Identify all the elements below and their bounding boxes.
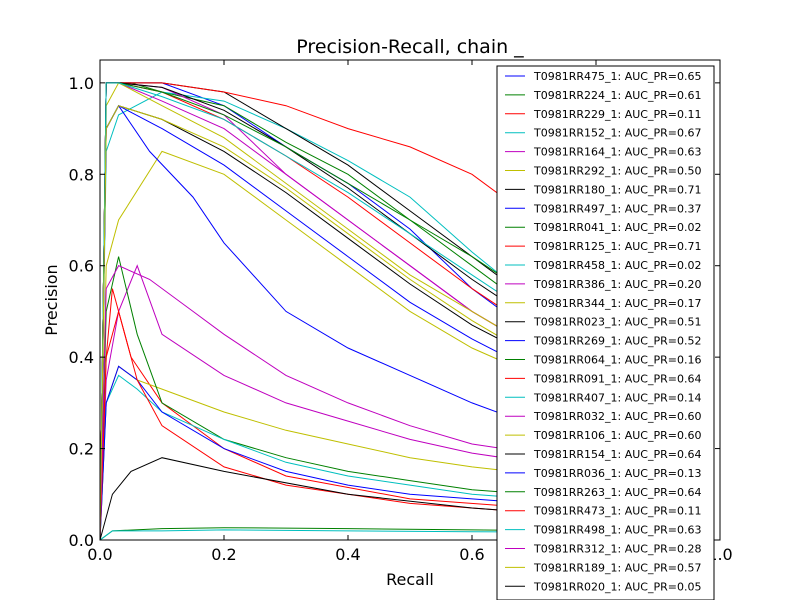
x-tick-label: 0.0 bbox=[87, 545, 112, 564]
legend-entry: T0981RR091_1: AUC_PR=0.64 bbox=[533, 372, 701, 385]
y-axis: 0.0 0.2 0.4 0.6 0.8 1.0 bbox=[69, 74, 720, 550]
x-tick-label: 0.4 bbox=[335, 545, 360, 564]
y-tick-label: 0.8 bbox=[69, 165, 94, 184]
legend-entry: T0981RR497_1: AUC_PR=0.37 bbox=[533, 202, 701, 215]
series-line bbox=[100, 150, 597, 540]
series-line bbox=[100, 365, 597, 540]
legend-entry: T0981RR032_1: AUC_PR=0.60 bbox=[533, 410, 701, 423]
legend-entry: T0981RR154_1: AUC_PR=0.64 bbox=[533, 448, 701, 461]
y-axis-label: Precision bbox=[42, 264, 61, 335]
series-line bbox=[100, 309, 597, 540]
legend-entry: T0981RR020_1: AUC_PR=0.05 bbox=[533, 580, 701, 593]
legend-entry: T0981RR152_1: AUC_PR=0.67 bbox=[533, 127, 701, 140]
y-tick-label: 1.0 bbox=[69, 74, 94, 93]
legend-entry: T0981RR125_1: AUC_PR=0.71 bbox=[533, 240, 701, 253]
legend-entry: T0981RR164_1: AUC_PR=0.63 bbox=[533, 146, 701, 159]
x-tick-label: 0.2 bbox=[211, 545, 236, 564]
series-line bbox=[100, 105, 597, 540]
legend-entry: T0981RR312_1: AUC_PR=0.28 bbox=[533, 543, 701, 556]
y-tick-label: 0.6 bbox=[69, 257, 94, 276]
series-line bbox=[100, 374, 597, 540]
legend-entry: T0981RR229_1: AUC_PR=0.11 bbox=[533, 108, 701, 121]
series-layer bbox=[100, 82, 597, 540]
legend-entry: T0981RR224_1: AUC_PR=0.61 bbox=[533, 89, 701, 102]
x-axis-label: Recall bbox=[386, 570, 434, 589]
legend-entry: T0981RR023_1: AUC_PR=0.51 bbox=[533, 316, 701, 329]
legend-entry: T0981RR263_1: AUC_PR=0.64 bbox=[533, 486, 701, 499]
legend-entry: T0981RR041_1: AUC_PR=0.02 bbox=[533, 221, 701, 234]
legend-entry: T0981RR269_1: AUC_PR=0.52 bbox=[533, 335, 701, 348]
legend-entry: T0981RR064_1: AUC_PR=0.16 bbox=[533, 354, 701, 367]
y-tick-label: 0.0 bbox=[69, 531, 94, 550]
legend-entry: T0981RR458_1: AUC_PR=0.02 bbox=[533, 259, 701, 272]
legend-entry: T0981RR189_1: AUC_PR=0.57 bbox=[533, 561, 701, 574]
series-line bbox=[100, 265, 597, 540]
plot-frame bbox=[99, 59, 721, 541]
legend-entry: T0981RR407_1: AUC_PR=0.14 bbox=[533, 391, 701, 404]
legend-entry: T0981RR180_1: AUC_PR=0.71 bbox=[533, 183, 701, 196]
legend-entry: T0981RR498_1: AUC_PR=0.63 bbox=[533, 524, 701, 537]
series-line bbox=[100, 82, 597, 540]
legend-entry: T0981RR106_1: AUC_PR=0.60 bbox=[533, 429, 701, 442]
legend-entry: T0981RR292_1: AUC_PR=0.50 bbox=[533, 165, 701, 178]
legend-entry: T0981RR473_1: AUC_PR=0.11 bbox=[533, 505, 701, 518]
series-line bbox=[100, 457, 597, 540]
chart-title: Precision-Recall, chain _ bbox=[296, 36, 524, 58]
series-line bbox=[100, 529, 597, 540]
legend: T0981RR475_1: AUC_PR=0.65 T0981RR224_1: A… bbox=[496, 65, 715, 600]
y-tick-label: 0.4 bbox=[69, 348, 94, 367]
series-line bbox=[100, 264, 597, 540]
legend-entry: T0981RR475_1: AUC_PR=0.65 bbox=[533, 70, 701, 83]
legend-entry: T0981RR036_1: AUC_PR=0.13 bbox=[533, 467, 701, 480]
y-tick-label: 0.2 bbox=[69, 440, 94, 459]
legend-entry: T0981RR344_1: AUC_PR=0.17 bbox=[533, 297, 701, 310]
legend-entry: T0981RR386_1: AUC_PR=0.20 bbox=[533, 278, 701, 291]
series-line bbox=[100, 82, 597, 540]
x-tick-label: 0.6 bbox=[459, 545, 484, 564]
legend-box bbox=[496, 65, 715, 600]
